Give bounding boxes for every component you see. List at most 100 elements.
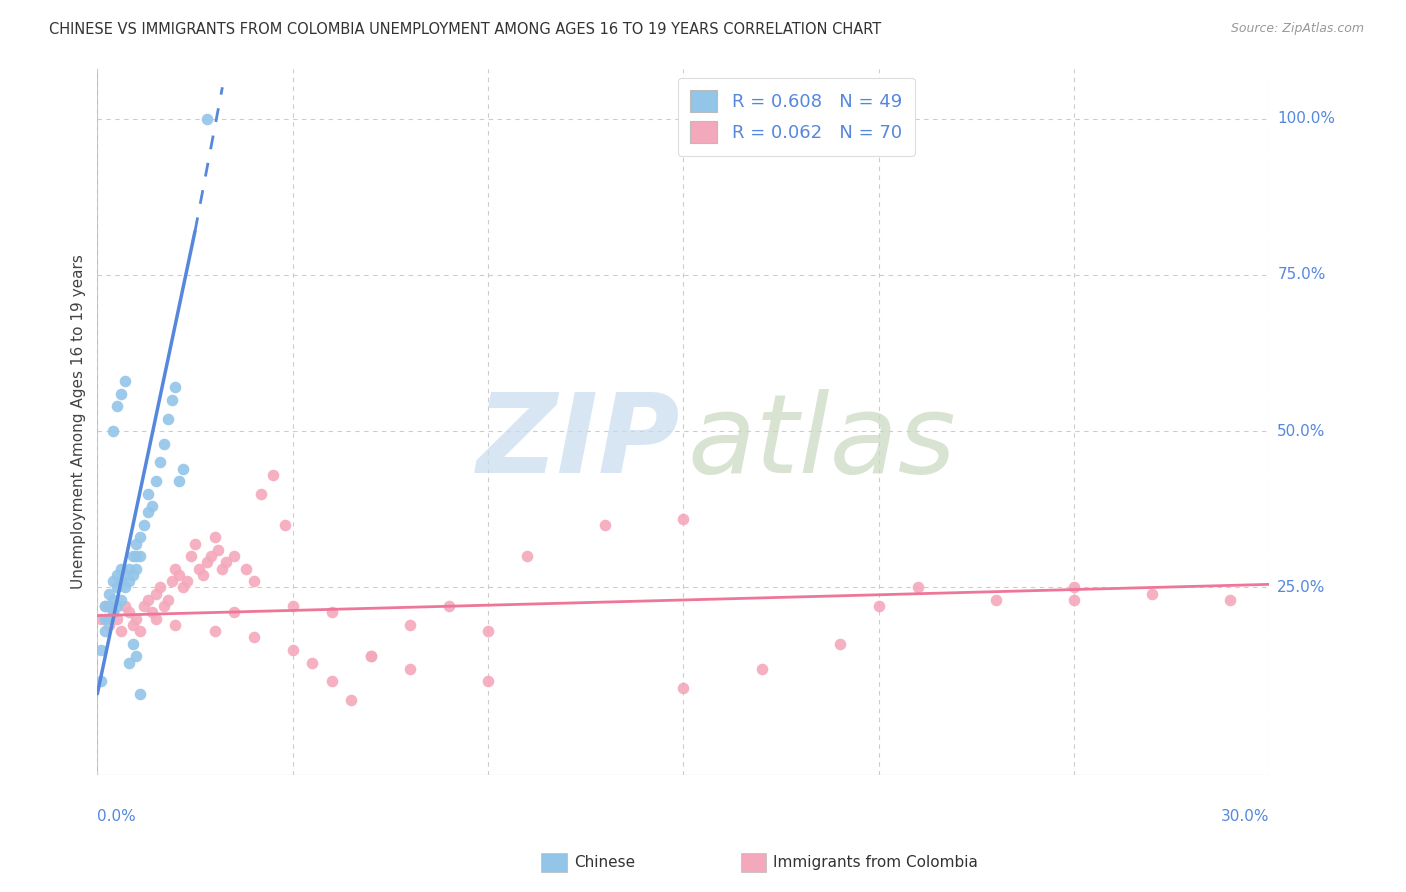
- Text: atlas: atlas: [688, 390, 956, 497]
- Y-axis label: Unemployment Among Ages 16 to 19 years: Unemployment Among Ages 16 to 19 years: [72, 254, 86, 590]
- Point: [399, 618, 422, 632]
- Point: [281, 599, 304, 614]
- Point: [321, 606, 343, 620]
- Point: [828, 637, 851, 651]
- Point: [360, 649, 382, 664]
- Point: [117, 606, 139, 620]
- Point: [110, 562, 132, 576]
- Point: [165, 380, 187, 394]
- Point: [90, 612, 112, 626]
- Point: [129, 624, 152, 639]
- Point: [105, 612, 128, 626]
- Point: [172, 581, 194, 595]
- Point: [141, 606, 163, 620]
- Point: [121, 637, 143, 651]
- Point: [145, 474, 167, 488]
- Point: [176, 574, 198, 589]
- Point: [321, 674, 343, 689]
- Point: [672, 512, 695, 526]
- Point: [141, 499, 163, 513]
- Text: 75.0%: 75.0%: [1277, 268, 1326, 283]
- Point: [117, 656, 139, 670]
- Point: [160, 392, 183, 407]
- Text: 100.0%: 100.0%: [1277, 111, 1336, 126]
- Point: [152, 599, 174, 614]
- Text: ZIP: ZIP: [477, 390, 681, 497]
- Point: [593, 518, 616, 533]
- Point: [204, 531, 226, 545]
- Point: [165, 618, 187, 632]
- Point: [110, 574, 132, 589]
- Point: [110, 624, 132, 639]
- Point: [149, 455, 172, 469]
- Point: [156, 593, 179, 607]
- Point: [907, 581, 929, 595]
- Point: [984, 593, 1007, 607]
- Point: [672, 681, 695, 695]
- Point: [90, 674, 112, 689]
- Point: [101, 606, 124, 620]
- Point: [152, 436, 174, 450]
- Point: [121, 618, 143, 632]
- Point: [105, 568, 128, 582]
- Text: 50.0%: 50.0%: [1277, 424, 1326, 439]
- Point: [94, 599, 117, 614]
- Point: [191, 568, 214, 582]
- Point: [477, 624, 499, 639]
- Point: [360, 649, 382, 664]
- Point: [211, 562, 233, 576]
- Point: [187, 562, 209, 576]
- Point: [200, 549, 222, 564]
- Point: [195, 112, 218, 126]
- Point: [195, 556, 218, 570]
- Point: [129, 687, 152, 701]
- Point: [281, 643, 304, 657]
- Point: [169, 474, 191, 488]
- Point: [516, 549, 538, 564]
- Point: [169, 568, 191, 582]
- Point: [149, 581, 172, 595]
- Point: [751, 662, 773, 676]
- Point: [117, 574, 139, 589]
- Point: [301, 656, 323, 670]
- Point: [101, 593, 124, 607]
- Point: [250, 486, 273, 500]
- Point: [114, 568, 136, 582]
- Point: [110, 593, 132, 607]
- Point: [437, 599, 460, 614]
- Point: [145, 587, 167, 601]
- Point: [94, 624, 117, 639]
- Point: [1142, 587, 1164, 601]
- Point: [242, 574, 264, 589]
- Point: [136, 505, 159, 519]
- Point: [242, 631, 264, 645]
- Point: [235, 562, 257, 576]
- Point: [399, 662, 422, 676]
- Point: [114, 581, 136, 595]
- Point: [274, 518, 297, 533]
- Point: [136, 593, 159, 607]
- Point: [134, 518, 156, 533]
- Point: [207, 543, 229, 558]
- Point: [145, 612, 167, 626]
- Point: [101, 424, 124, 438]
- Point: [98, 599, 121, 614]
- Point: [121, 549, 143, 564]
- Point: [98, 587, 121, 601]
- Point: [224, 606, 246, 620]
- Point: [125, 612, 148, 626]
- Point: [90, 643, 112, 657]
- Text: 0.0%: 0.0%: [97, 809, 136, 824]
- Point: [160, 574, 183, 589]
- Point: [98, 612, 121, 626]
- Point: [184, 537, 207, 551]
- Point: [224, 549, 246, 564]
- Point: [156, 411, 179, 425]
- Point: [134, 599, 156, 614]
- Point: [125, 537, 148, 551]
- Point: [98, 618, 121, 632]
- Point: [121, 568, 143, 582]
- Point: [215, 556, 238, 570]
- Point: [114, 374, 136, 388]
- Point: [172, 461, 194, 475]
